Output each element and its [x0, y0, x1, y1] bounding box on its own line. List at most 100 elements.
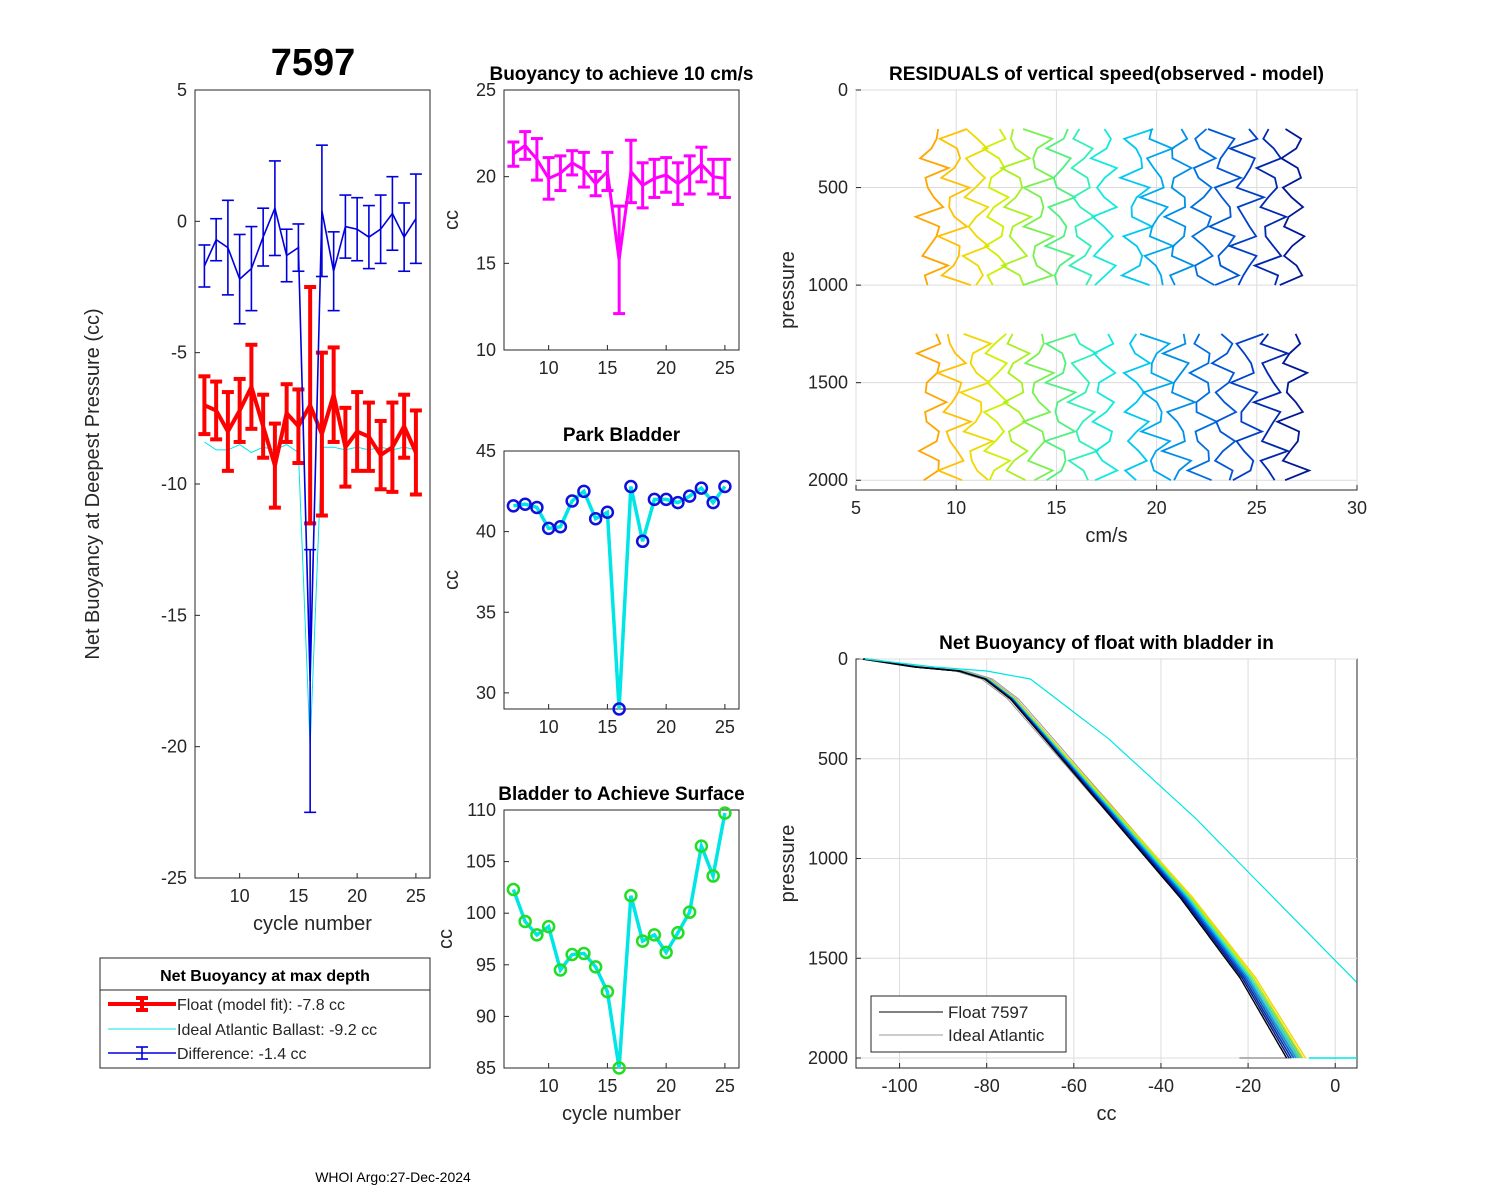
netbuoy-xtick-label-0: 10 [230, 886, 250, 906]
residuals-ytick-label-3: 1500 [808, 373, 848, 393]
park-bladder-point-17 [706, 495, 720, 510]
residual-profile-upper-8 [935, 128, 972, 286]
netprofile-xtick-label-4: -20 [1235, 1076, 1261, 1096]
park-bladder-point-7 [588, 511, 603, 526]
surface-bladder-point-4 [553, 963, 568, 977]
residual-profile-11 [999, 128, 1034, 482]
surface-bladder-point-13 [659, 945, 673, 960]
residual-profile-lower-17 [1138, 333, 1176, 481]
residual-profile-lower-19 [1185, 333, 1219, 482]
park-bladder-point-8 [600, 505, 615, 520]
surface-xtick-label-2: 20 [656, 1076, 676, 1096]
residuals-axes: 5 10 15 20 25 30 0 500 1000 1500 2000 RESIDUALS of … [777, 64, 1367, 547]
buoy10-xtick-label-3: 25 [715, 358, 735, 378]
surface-bladder-point-17 [706, 869, 720, 883]
buoy10-xtick-label-0: 10 [539, 358, 559, 378]
surface-ytick-label-4: 90 [476, 1006, 496, 1026]
netprofile-ylabel: pressure [777, 825, 799, 903]
netprofile-ytick-label-0: 0 [838, 649, 848, 669]
residual-profile-upper-12 [1021, 128, 1056, 286]
residual-profile-lower-16 [1122, 333, 1152, 481]
park-xtick-label-2: 20 [656, 717, 676, 737]
residual-profile-upper-14 [1067, 128, 1097, 286]
residuals-ytick-label-1: 500 [818, 178, 848, 198]
park-bladder-point-1 [518, 497, 532, 511]
park-axes: 10 15 20 25 45 40 35 30 Park Bladder cc [441, 425, 740, 737]
residual-profile-lower-13 [1042, 333, 1078, 481]
park-bladder-point-6 [577, 484, 591, 499]
residuals-xtick-label-2: 15 [1046, 498, 1066, 518]
netprofile-legend-entry-1: Ideal Atlantic [948, 1026, 1045, 1045]
figure-id-title: 7597 [271, 42, 356, 84]
park-bladder-point-5 [565, 494, 579, 508]
park-xtick-label-0: 10 [539, 717, 559, 737]
surface-xtick-label-3: 25 [715, 1076, 735, 1096]
surface-bladder-point-2 [530, 928, 544, 942]
residual-profile-16 [1117, 128, 1155, 481]
park-xtick-label-3: 25 [715, 717, 735, 737]
netprofile-xlabel: cc [1097, 1103, 1117, 1125]
surface-bladder-point-15 [682, 905, 697, 919]
buoy10-frame [503, 89, 740, 351]
netprofile-xtick-label-5: 0 [1330, 1076, 1340, 1096]
surface-ytick-label-2: 100 [466, 903, 496, 923]
residual-profile-upper-11 [999, 128, 1034, 286]
netbuoy-ytick-label-2: -5 [171, 343, 187, 363]
residual-profile-lower-15 [1090, 333, 1120, 482]
buoy10-ylabel: cc [441, 210, 463, 230]
residual-profile-upper-17 [1137, 128, 1176, 286]
residual-profile-lower-11 [1002, 333, 1032, 482]
surface-bladder-point-16 [694, 839, 709, 853]
residual-profile-upper-9 [960, 128, 991, 286]
residual-profile-lower-14 [1065, 333, 1100, 481]
park-bladder-line [513, 485, 727, 710]
surface-bladder-point-6 [577, 946, 591, 961]
park-bladder-point-16 [694, 481, 709, 495]
surface-bladder-point-7 [588, 960, 603, 974]
residual-profile-13 [1042, 128, 1078, 481]
residual-profile-lower-8 [934, 333, 974, 482]
netbuoy-xlabel: cycle number [253, 913, 372, 935]
park-xtick-label-1: 15 [597, 717, 617, 737]
residuals-ytick-label-4: 2000 [808, 470, 848, 490]
netprofile-xtick-label-0: -100 [882, 1076, 918, 1096]
residuals-ylabel: pressure [777, 251, 799, 329]
difference-line [203, 205, 417, 682]
buoy10-ytick-label-0: 25 [476, 80, 496, 100]
residual-profile-upper-19 [1189, 128, 1218, 286]
surface-bladder-line [511, 812, 727, 1069]
park-bladder-point-15 [682, 489, 697, 503]
surface-xtick-label-1: 15 [597, 1076, 617, 1096]
buoy10-xtick-label-1: 15 [597, 358, 617, 378]
surface-bladder-point-11 [635, 934, 650, 948]
float-fit-line [203, 381, 418, 474]
surface-bladder-point-12 [647, 928, 662, 942]
residual-profile-lower-20 [1210, 333, 1238, 481]
residual-profile-upper-15 [1088, 128, 1119, 286]
residual-profile-lower-10 [982, 333, 1012, 481]
residual-profile-22 [1251, 128, 1291, 481]
park-bladder-point-13 [659, 492, 673, 507]
residuals-ytick-label-2: 1000 [808, 275, 848, 295]
residual-profile-lower-21 [1228, 333, 1265, 481]
residuals-xtick-label-1: 10 [946, 498, 966, 518]
legend-entry-1: Ideal Atlantic Ballast: -9.2 cc [177, 1022, 377, 1039]
residual-profile-10 [981, 128, 1012, 481]
surface-ytick-label-1: 105 [466, 852, 496, 872]
netprofile-legend-entry-0: Float 7597 [948, 1003, 1028, 1022]
residuals-ytick-label-0: 0 [838, 80, 848, 100]
residual-profile-18 [1159, 128, 1198, 481]
netbuoy-ytick-label-1: 0 [177, 211, 187, 231]
netbuoy-ylabel: Net Buoyancy at Deepest Pressure (cc) [82, 308, 104, 659]
netprofile-ytick-label-2: 1000 [808, 849, 848, 869]
netbuoy-ytick-label-5: -20 [161, 737, 187, 757]
buoy10-errorbar-0 [507, 140, 520, 168]
surface-bladder-point-0 [506, 882, 521, 897]
residual-profile-lower-18 [1159, 333, 1198, 481]
residual-profile-lower-12 [1021, 333, 1056, 481]
park-ytick-label-0: 45 [476, 441, 496, 461]
residuals-xlabel: cm/s [1085, 525, 1127, 547]
netprofile-xtick-label-2: -60 [1061, 1076, 1087, 1096]
residual-profile-23 [1275, 128, 1312, 482]
